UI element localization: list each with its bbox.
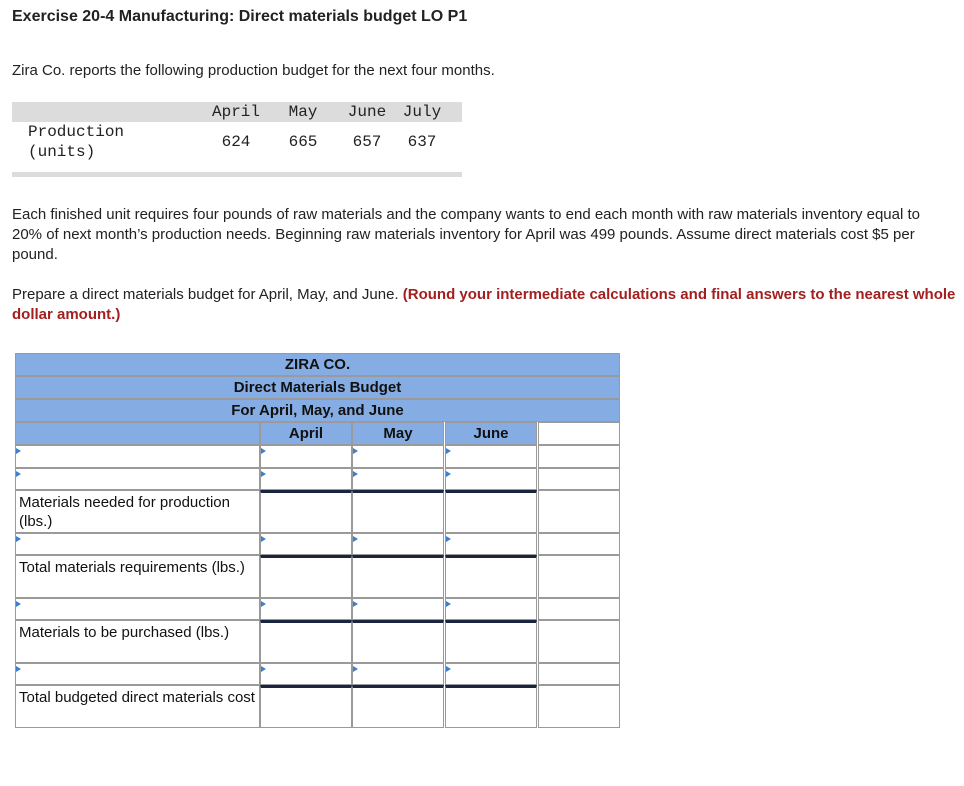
input-cell[interactable] [445, 620, 537, 663]
dropdown-marker [446, 601, 451, 607]
input-cell[interactable] [15, 598, 260, 620]
input-cell[interactable] [445, 490, 537, 533]
paragraph: Each finished unit requires four pounds … [12, 206, 920, 263]
dropdown-marker [446, 666, 451, 672]
input-cell[interactable] [352, 533, 444, 555]
input-cell[interactable] [260, 445, 352, 468]
dropdown-marker [261, 601, 266, 607]
dropdown-marker [353, 471, 358, 477]
input-cell[interactable] [352, 598, 444, 620]
input-cell[interactable] [538, 598, 620, 620]
empty-cell [538, 555, 620, 598]
input-cell[interactable] [15, 533, 260, 555]
column-header: May [288, 103, 318, 121]
column-header: April [211, 103, 260, 121]
table-header-bg [12, 102, 462, 122]
input-cell[interactable] [445, 685, 537, 728]
input-cell[interactable] [15, 445, 260, 468]
cell-value: 624 [221, 133, 251, 151]
dropdown-marker [16, 536, 21, 542]
dropdown-marker [353, 666, 358, 672]
dropdown-marker [446, 536, 451, 542]
input-cell[interactable] [352, 490, 444, 533]
row-label: Production (units) [28, 123, 125, 161]
input-cell[interactable] [445, 598, 537, 620]
dropdown-marker [261, 666, 266, 672]
input-cell[interactable] [352, 685, 444, 728]
column-header: April [260, 422, 352, 445]
input-cell[interactable] [538, 445, 620, 468]
dropdown-marker [353, 536, 358, 542]
instruction-note: (Round your intermediate calculations an… [12, 286, 956, 323]
input-cell[interactable] [445, 533, 537, 555]
input-cell[interactable] [260, 533, 352, 555]
table-footer-bar [12, 172, 462, 177]
column-header: June [347, 103, 387, 121]
dropdown-marker [16, 666, 21, 672]
input-cell[interactable] [15, 663, 260, 685]
input-cell[interactable] [260, 468, 352, 490]
empty-cell [538, 620, 620, 663]
title: Exercise 20-4 Manufacturing: Direct mate… [12, 8, 468, 25]
dropdown-marker [261, 471, 266, 477]
instruction: Prepare a direct materials budget for Ap… [12, 285, 957, 325]
cell-value: 657 [352, 133, 382, 151]
dropdown-marker [16, 601, 21, 607]
intro: Zira Co. reports the following productio… [12, 62, 495, 79]
input-cell[interactable] [260, 620, 352, 663]
cell-value: 637 [407, 133, 437, 151]
dropdown-marker [446, 448, 451, 454]
column-header: May [352, 422, 444, 445]
header-blank [15, 422, 260, 445]
input-cell[interactable] [15, 468, 260, 490]
input-cell[interactable] [260, 490, 352, 533]
input-cell[interactable] [352, 555, 444, 598]
input-cell[interactable] [445, 663, 537, 685]
dropdown-marker [446, 471, 451, 477]
input-cell[interactable] [352, 663, 444, 685]
dropdown-marker [353, 448, 358, 454]
budget-title: For April, May, and June [15, 399, 620, 422]
input-cell[interactable] [445, 555, 537, 598]
cell-value: 665 [288, 133, 318, 151]
input-cell[interactable] [445, 468, 537, 490]
dropdown-marker [261, 448, 266, 454]
row-label: Total budgeted direct materials cost [15, 685, 260, 728]
input-cell[interactable] [260, 685, 352, 728]
dropdown-marker [16, 448, 21, 454]
input-cell[interactable] [445, 445, 537, 468]
column-header: July [402, 103, 442, 121]
dropdown-marker [353, 601, 358, 607]
budget-title: ZIRA CO. [15, 353, 620, 376]
row-label: Materials needed for production (lbs.) [15, 490, 260, 533]
column-header: June [445, 422, 537, 445]
input-cell[interactable] [260, 598, 352, 620]
header-empty [538, 422, 620, 445]
input-cell[interactable] [352, 620, 444, 663]
input-cell[interactable] [260, 663, 352, 685]
empty-cell [538, 490, 620, 533]
instruction-text: Prepare a direct materials budget for Ap… [12, 286, 399, 303]
input-cell[interactable] [538, 468, 620, 490]
input-cell[interactable] [538, 533, 620, 555]
budget-title: Direct Materials Budget [15, 376, 620, 399]
input-cell[interactable] [352, 468, 444, 490]
row-label: Materials to be purchased (lbs.) [15, 620, 260, 663]
input-cell[interactable] [260, 555, 352, 598]
dropdown-marker [16, 471, 21, 477]
input-cell[interactable] [538, 663, 620, 685]
empty-cell [538, 685, 620, 728]
dropdown-marker [261, 536, 266, 542]
input-cell[interactable] [352, 445, 444, 468]
row-label: Total materials requirements (lbs.) [15, 555, 260, 598]
